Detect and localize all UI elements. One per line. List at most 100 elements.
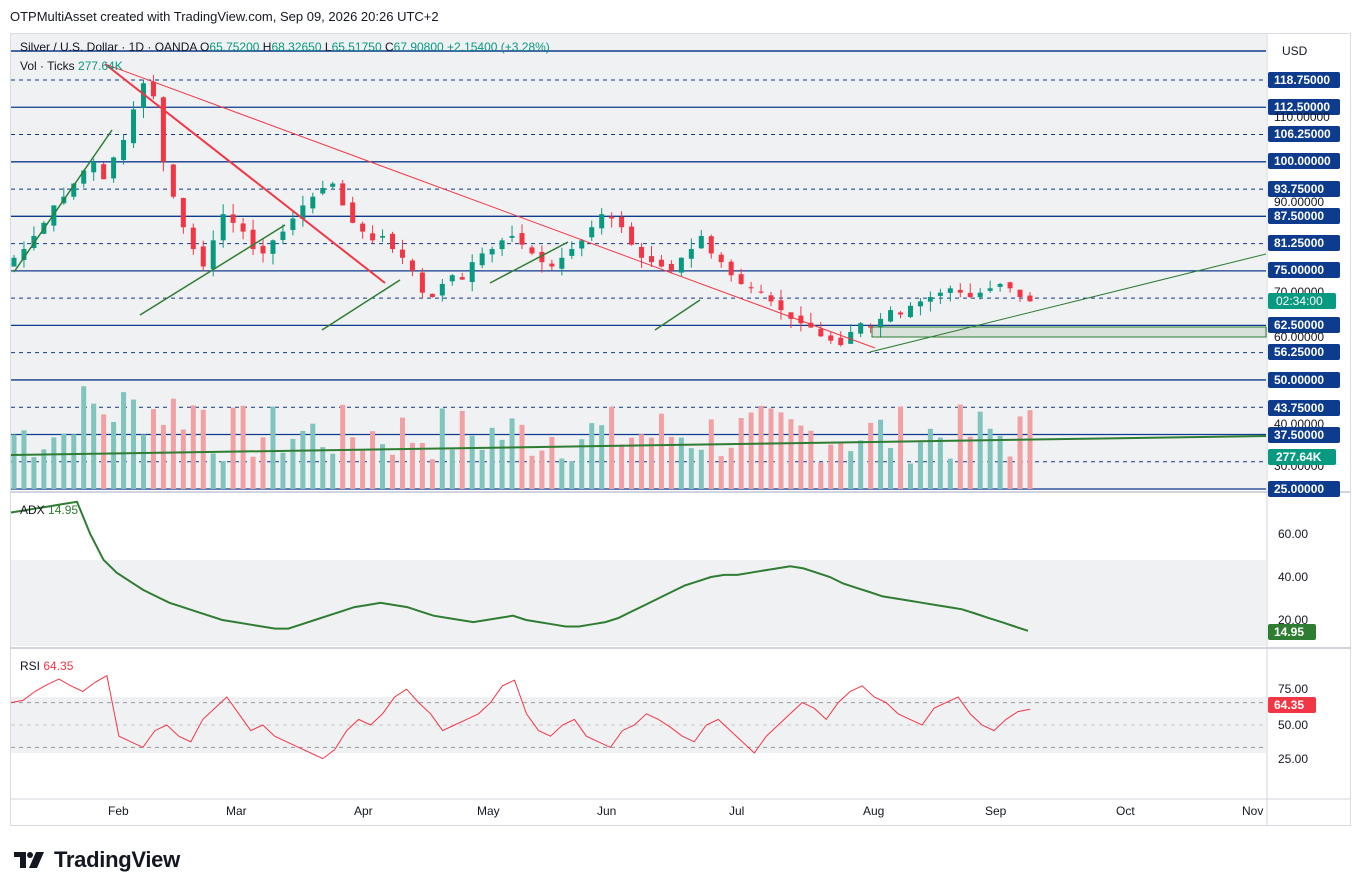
volume-bar xyxy=(449,449,455,489)
candle-body xyxy=(350,202,356,223)
adx-scale-label: 40.00 xyxy=(1278,570,1308,584)
volume-bar xyxy=(380,444,386,489)
time-axis-label: Nov xyxy=(1242,804,1263,818)
volume-bar xyxy=(1017,416,1023,489)
volume-bar xyxy=(270,406,276,489)
trendline-green xyxy=(139,224,286,316)
symbol-label[interactable]: Silver / U.S. Dollar · 1D · OANDA xyxy=(20,40,197,54)
volume-bar xyxy=(629,437,635,489)
candle-body xyxy=(469,262,475,283)
volume-bar xyxy=(360,450,366,489)
rsi-label[interactable]: RSI xyxy=(20,659,41,673)
volume-bar xyxy=(539,450,545,489)
volume-bar xyxy=(848,451,854,489)
candle-body xyxy=(868,326,874,328)
candle-body xyxy=(300,205,306,219)
price-level-tag xyxy=(1268,153,1340,169)
candle-body xyxy=(539,251,545,263)
volume-bar xyxy=(340,404,346,489)
volume-bar xyxy=(160,424,166,489)
volume-bar xyxy=(180,429,186,489)
trendline-green xyxy=(489,241,569,284)
price-scale-label: 90.00000 xyxy=(1274,195,1324,209)
candle-body xyxy=(370,233,376,241)
candle-body xyxy=(529,247,535,254)
price-level-tag xyxy=(1268,126,1340,142)
candle-body xyxy=(698,235,704,249)
candle-body xyxy=(997,283,1003,287)
support-zone xyxy=(871,326,1267,338)
price-level-tag xyxy=(1268,372,1340,388)
chart-credit: OTPMultiAsset created with TradingView.c… xyxy=(10,9,439,24)
candle-body xyxy=(380,235,386,238)
adx-line xyxy=(10,500,1029,632)
volume-bar xyxy=(728,447,734,489)
time-axis-label: Aug xyxy=(863,804,884,818)
volume-bar xyxy=(489,427,495,489)
volume-label[interactable]: Vol · Ticks xyxy=(20,59,75,73)
candle-body xyxy=(758,291,764,293)
candle-body xyxy=(489,249,495,255)
candle-body xyxy=(818,328,824,337)
volume-bar xyxy=(599,425,605,489)
candle-body xyxy=(449,275,455,282)
candle-body xyxy=(549,263,555,267)
candle-body xyxy=(250,229,256,250)
volume-bar xyxy=(240,405,246,489)
volume-bar xyxy=(838,442,844,489)
candle-body xyxy=(838,337,844,346)
price-level-tag-label: 87.50000 xyxy=(1274,209,1324,223)
volume-bar xyxy=(718,456,724,489)
volume-trendline xyxy=(10,435,1267,456)
candle-body xyxy=(738,274,744,284)
price-level-tag-label: 62.50000 xyxy=(1274,318,1324,332)
rsi-tag xyxy=(1268,697,1316,713)
volume-bar xyxy=(888,447,894,489)
volume-bar xyxy=(987,428,993,489)
candle-body xyxy=(748,287,754,289)
currency-button[interactable]: USD xyxy=(1282,44,1308,58)
volume-bar xyxy=(549,436,555,489)
candle-body xyxy=(937,292,943,296)
volume-bar xyxy=(200,409,206,489)
volume-bar xyxy=(51,437,57,489)
price-level-tag-label: 93.75000 xyxy=(1274,182,1324,196)
price-level-tag xyxy=(1268,181,1340,197)
candle-body xyxy=(678,257,684,273)
volume-bar xyxy=(997,435,1003,489)
price-level-tag xyxy=(1268,400,1340,416)
candle-body xyxy=(917,301,923,307)
candle-body xyxy=(170,164,176,197)
low-value: 65.51750 xyxy=(331,40,382,54)
volume-bar xyxy=(111,421,117,489)
candle-body xyxy=(858,323,864,334)
candle-body xyxy=(71,183,77,197)
candle-body xyxy=(360,223,366,232)
adx-label[interactable]: ADX xyxy=(20,503,45,517)
close-label: C xyxy=(384,40,394,54)
candle-body xyxy=(878,318,884,328)
candle-body xyxy=(609,216,615,219)
price-level-tag xyxy=(1268,262,1340,278)
candle-body xyxy=(260,245,266,254)
candle-body xyxy=(728,261,734,276)
volume-bar xyxy=(170,398,176,489)
volume-bar xyxy=(529,455,535,489)
time-axis-label: Sep xyxy=(985,804,1007,818)
price-level-tag xyxy=(1268,208,1340,224)
close-value: 67.90800 xyxy=(393,40,444,54)
candle-body xyxy=(778,300,784,311)
candle-body xyxy=(290,218,296,230)
countdown-tag xyxy=(1268,293,1336,309)
volume-bar xyxy=(140,434,146,489)
trendline-green xyxy=(321,279,401,331)
change-value: +2.15400 (+3.28%) xyxy=(447,40,550,54)
candle-body xyxy=(230,214,236,223)
candle-body xyxy=(270,240,276,254)
volume-bar xyxy=(390,454,396,489)
candle-body xyxy=(828,335,834,341)
volume-bar xyxy=(748,412,754,489)
volume-bar xyxy=(190,405,196,489)
volume-bar xyxy=(220,460,226,489)
